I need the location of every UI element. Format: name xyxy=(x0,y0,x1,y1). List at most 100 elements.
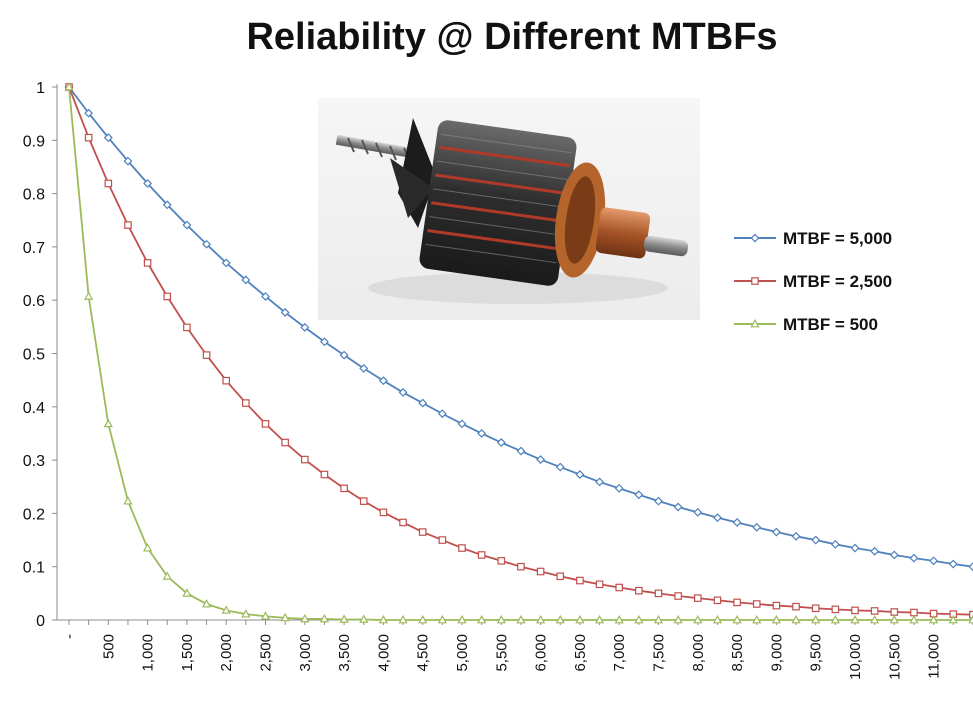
data-point xyxy=(301,455,309,464)
data-point xyxy=(320,470,329,479)
data-point xyxy=(870,614,880,624)
data-point xyxy=(222,376,231,385)
data-point xyxy=(123,496,133,505)
y-tick-label: 1 xyxy=(36,80,45,97)
data-point xyxy=(890,608,899,616)
data-point xyxy=(162,571,172,580)
data-point xyxy=(751,277,759,285)
x-tick-label: 2,500 xyxy=(258,634,275,672)
data-point xyxy=(750,318,760,328)
data-point xyxy=(497,557,506,565)
series-layer: MTBF = 5,000 MTBF = 2,500 MTBF = 500 xyxy=(64,81,973,624)
x-tick-label: 11,000 xyxy=(926,634,943,679)
data-point xyxy=(300,322,310,332)
data-point xyxy=(752,600,761,608)
data-point xyxy=(496,614,506,624)
x-tick-label: 5,000 xyxy=(454,634,471,672)
data-point xyxy=(104,179,113,188)
data-point xyxy=(124,221,132,229)
x-tick-label: 4,000 xyxy=(375,634,392,672)
data-point xyxy=(733,598,741,607)
x-ticks: - 500 1,000 1,500 2,000 2,500 3,000 3,500 4,000 4… xyxy=(61,620,973,680)
data-point xyxy=(713,596,722,605)
data-point xyxy=(241,609,251,618)
data-point xyxy=(752,522,762,532)
data-point xyxy=(811,604,820,613)
data-point xyxy=(850,543,860,553)
legend-label: MTBF = 500 xyxy=(783,315,878,334)
x-tick-label: 8,000 xyxy=(690,634,707,672)
data-point xyxy=(516,614,526,624)
legend-item: MTBF = 5,000 xyxy=(734,229,892,248)
y-tick-label: 0.1 xyxy=(23,560,45,577)
y-tick-label: 0 xyxy=(36,613,45,630)
data-point xyxy=(693,594,702,602)
x-tick-label: 500 xyxy=(100,634,117,659)
data-point xyxy=(830,539,840,549)
data-point xyxy=(556,572,565,581)
legend: MTBF = 5,000 MTBF = 2,500 MTBF = 500 xyxy=(734,229,892,334)
data-point xyxy=(851,606,859,615)
data-point xyxy=(477,614,487,624)
y-tick-label: 0.8 xyxy=(23,187,45,204)
data-point xyxy=(673,502,683,512)
data-point xyxy=(634,490,644,500)
x-tick-label: 3,000 xyxy=(297,634,314,672)
data-point xyxy=(340,484,348,493)
data-point xyxy=(103,133,113,143)
data-point xyxy=(948,614,958,624)
data-point xyxy=(811,535,821,545)
data-point xyxy=(221,605,231,614)
data-point xyxy=(654,496,663,506)
data-point xyxy=(693,614,703,624)
data-point xyxy=(143,179,153,188)
data-point xyxy=(142,542,153,552)
data-point xyxy=(811,614,821,624)
y-ticks: 0 0.1 0.2 0.3 0.4 0.5 0.6 0.7 0.8 0.9 1 xyxy=(23,80,57,630)
data-point xyxy=(772,601,781,610)
data-point xyxy=(732,614,742,624)
x-tick-label: 1,000 xyxy=(140,634,157,672)
legend-item: MTBF = 500 xyxy=(734,315,878,334)
x-tick-label: 10,000 xyxy=(847,634,864,680)
data-point xyxy=(438,536,447,544)
data-point xyxy=(183,323,191,332)
x-tick-label: 4,500 xyxy=(415,634,432,672)
data-point xyxy=(693,507,703,517)
data-point xyxy=(359,497,368,505)
data-point xyxy=(771,527,781,537)
data-point xyxy=(221,258,231,268)
data-point xyxy=(182,220,192,230)
legend-label: MTBF = 5,000 xyxy=(783,229,892,248)
data-point xyxy=(889,550,899,560)
data-point xyxy=(398,387,408,397)
data-point xyxy=(281,438,289,447)
data-point xyxy=(615,583,624,592)
data-point xyxy=(458,544,466,552)
legend-label: MTBF = 2,500 xyxy=(783,272,892,291)
data-point xyxy=(242,399,250,407)
data-point xyxy=(653,614,664,624)
y-tick-label: 0.5 xyxy=(23,347,45,364)
y-tick-label: 0.7 xyxy=(23,240,45,257)
data-point xyxy=(948,559,958,569)
y-tick-label: 0.9 xyxy=(23,133,45,150)
data-point xyxy=(870,546,880,556)
data-point xyxy=(555,614,565,624)
armature-illustration xyxy=(335,118,689,304)
data-point xyxy=(418,398,428,408)
data-point xyxy=(457,419,467,429)
data-point xyxy=(654,589,663,598)
data-point xyxy=(634,614,644,624)
data-point xyxy=(319,613,330,623)
data-point xyxy=(300,613,310,623)
data-point xyxy=(359,363,369,373)
data-point xyxy=(320,337,329,347)
data-point xyxy=(910,608,918,617)
data-point xyxy=(379,508,388,517)
x-tick-label: 9,500 xyxy=(808,634,825,672)
data-point xyxy=(713,513,722,523)
data-point xyxy=(595,580,604,589)
